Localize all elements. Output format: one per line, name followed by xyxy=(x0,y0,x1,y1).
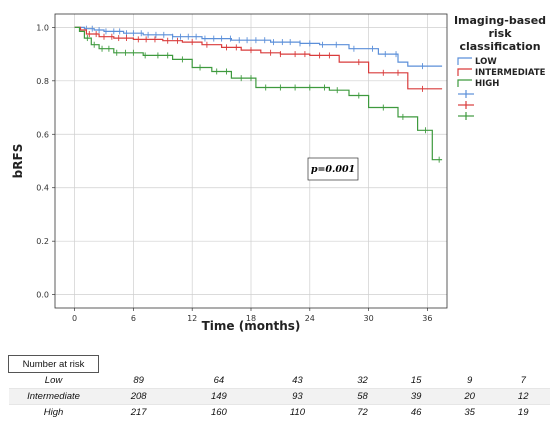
y-tick-labels: 0.0 0.2 0.4 0.6 0.8 1.0 xyxy=(36,23,49,299)
risk-cell: 32 xyxy=(335,372,390,389)
risk-cell: 9 xyxy=(442,372,497,389)
risk-cell: 58 xyxy=(335,388,390,405)
risk-row-label: Intermediate xyxy=(8,388,99,405)
risk-cell: 43 xyxy=(259,372,336,389)
legend-title-line-3: classification xyxy=(459,40,540,53)
risk-cell: 110 xyxy=(259,404,336,420)
legend: Imaging-based risk classification LOWINT… xyxy=(454,14,546,120)
risk-cell: 39 xyxy=(389,388,443,405)
risk-cell: 20 xyxy=(442,388,497,405)
x-tick-label: 24 xyxy=(305,314,315,323)
y-tick-label: 0.2 xyxy=(36,237,49,246)
risk-table: Number at risk Low 89 64 43 32 15 9 7 In… xyxy=(8,355,550,420)
y-tick-label: 1.0 xyxy=(36,23,49,32)
x-tick-label: 36 xyxy=(422,314,432,323)
risk-cell: 160 xyxy=(178,404,260,420)
risk-cell: 72 xyxy=(335,404,390,420)
series-line-intermediate xyxy=(74,26,443,90)
y-tick-label: 0.8 xyxy=(36,77,49,86)
legend-label-high: HIGH xyxy=(475,79,499,89)
risk-cell: 208 xyxy=(98,388,179,405)
legend-title-line-1: Imaging-based xyxy=(454,14,546,27)
x-axis-title: Time (months) xyxy=(202,319,301,333)
series-group xyxy=(74,25,443,163)
risk-row-label: High xyxy=(8,404,99,420)
risk-row-high: High 217 160 110 72 46 35 19 xyxy=(8,404,550,420)
legend-title-line-2: risk xyxy=(488,27,512,40)
risk-cell: 7 xyxy=(496,372,550,389)
risk-row-low: Low 89 64 43 32 15 9 7 xyxy=(8,372,550,389)
x-tick-label: 12 xyxy=(187,314,197,323)
risk-cell: 217 xyxy=(98,404,179,420)
y-tick-label: 0.4 xyxy=(36,184,49,193)
risk-cell: 46 xyxy=(389,404,443,420)
series-line-low xyxy=(74,26,443,67)
risk-cell: 19 xyxy=(496,404,550,420)
legend-swatch-intermediate xyxy=(457,68,472,76)
risk-row-intermediate: Intermediate 208 149 93 58 39 20 12 xyxy=(8,388,550,405)
x-tick-label: 6 xyxy=(131,314,136,323)
risk-cell: 89 xyxy=(98,372,179,389)
risk-row-label: Low xyxy=(8,372,99,389)
risk-cell: 149 xyxy=(178,388,260,405)
risk-table-header-row: Number at risk xyxy=(8,355,550,373)
legend-swatch-high xyxy=(457,79,472,87)
x-tick-label: 0 xyxy=(72,314,77,323)
plot-frame xyxy=(54,13,448,309)
legend-swatch-low xyxy=(457,57,472,65)
x-tick-label: 30 xyxy=(364,314,374,323)
y-tick-label: 0.0 xyxy=(36,291,49,300)
y-axis-title: bRFS xyxy=(11,144,25,179)
risk-table-header: Number at risk xyxy=(8,355,99,373)
x-tick-label: 18 xyxy=(246,314,256,323)
legend-label-low: LOW xyxy=(475,57,497,67)
risk-cell: 64 xyxy=(178,372,260,389)
risk-cell: 15 xyxy=(389,372,443,389)
legend-label-intermediate: INTERMEDIATE xyxy=(475,68,546,78)
p-value-box xyxy=(307,157,359,181)
p-value-annotation: p=0.001 xyxy=(311,164,355,175)
km-chart: 0.0 0.2 0.4 0.6 0.8 1.0 0 6 12 18 24 30 36 bRFS Tim… xyxy=(11,13,546,333)
risk-cell: 93 xyxy=(259,388,336,405)
risk-cell: 35 xyxy=(442,404,497,420)
grid xyxy=(52,14,447,311)
x-tick-labels: 0 6 12 18 24 30 36 xyxy=(72,314,432,323)
risk-cell: 12 xyxy=(496,388,550,405)
y-tick-label: 0.6 xyxy=(36,130,49,139)
series-line-high xyxy=(74,26,443,161)
